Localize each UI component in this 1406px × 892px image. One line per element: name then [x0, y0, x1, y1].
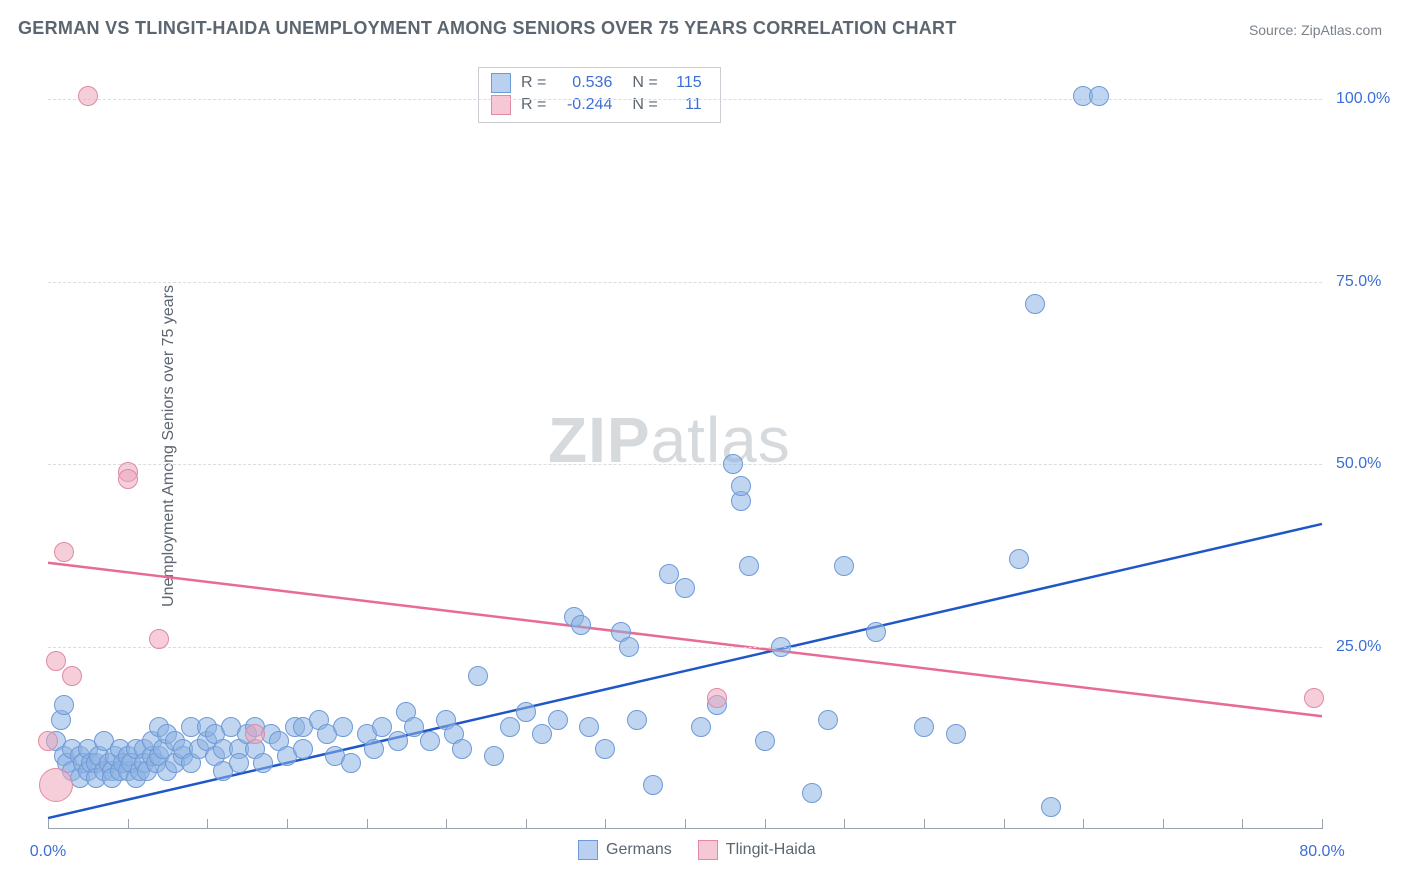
- data-point: [579, 717, 599, 737]
- x-tick-mark: [367, 819, 368, 829]
- trend-lines-layer: [48, 63, 1322, 829]
- legend-item: Tlingit-Haida: [698, 840, 816, 860]
- data-point: [1009, 549, 1029, 569]
- x-tick-mark: [605, 819, 606, 829]
- x-tick-mark: [765, 819, 766, 829]
- x-tick-mark: [1242, 819, 1243, 829]
- data-point: [571, 615, 591, 635]
- data-point: [1304, 688, 1324, 708]
- data-point: [293, 739, 313, 759]
- x-tick-mark: [287, 819, 288, 829]
- data-point: [627, 710, 647, 730]
- gridline: [48, 99, 1322, 100]
- x-tick-mark: [48, 819, 49, 829]
- trend-line: [48, 524, 1322, 818]
- x-tick-mark: [1004, 819, 1005, 829]
- data-point: [229, 753, 249, 773]
- data-point: [1089, 86, 1109, 106]
- data-point: [38, 731, 58, 751]
- page-title: GERMAN VS TLINGIT-HAIDA UNEMPLOYMENT AMO…: [18, 18, 957, 39]
- legend-swatch: [698, 840, 718, 860]
- data-point: [341, 753, 361, 773]
- data-point: [78, 86, 98, 106]
- data-point: [404, 717, 424, 737]
- legend-label: Tlingit-Haida: [726, 841, 816, 859]
- data-point: [532, 724, 552, 744]
- data-point: [484, 746, 504, 766]
- data-point: [731, 476, 751, 496]
- data-point: [62, 666, 82, 686]
- y-tick-label: 75.0%: [1336, 273, 1381, 291]
- data-point: [946, 724, 966, 744]
- data-point: [818, 710, 838, 730]
- data-point: [452, 739, 472, 759]
- data-point: [707, 688, 727, 708]
- y-tick-label: 50.0%: [1336, 455, 1381, 473]
- data-point: [595, 739, 615, 759]
- data-point: [659, 564, 679, 584]
- data-point: [388, 731, 408, 751]
- data-point: [755, 731, 775, 751]
- data-point: [468, 666, 488, 686]
- legend-item: Germans: [578, 840, 672, 860]
- y-tick-label: 25.0%: [1336, 638, 1381, 656]
- data-point: [54, 695, 74, 715]
- data-point: [548, 710, 568, 730]
- x-tick-mark: [207, 819, 208, 829]
- x-tick-mark: [128, 819, 129, 829]
- x-tick-mark: [924, 819, 925, 829]
- data-point-large: [39, 768, 73, 802]
- data-point: [364, 739, 384, 759]
- y-tick-label: 100.0%: [1336, 90, 1390, 108]
- data-point: [333, 717, 353, 737]
- gridline: [48, 464, 1322, 465]
- data-point: [54, 542, 74, 562]
- data-point: [1025, 294, 1045, 314]
- data-point: [834, 556, 854, 576]
- data-point: [643, 775, 663, 795]
- data-point: [253, 753, 273, 773]
- data-point: [516, 702, 536, 722]
- x-tick-label: 80.0%: [1299, 843, 1344, 861]
- data-point: [771, 637, 791, 657]
- data-point: [619, 637, 639, 657]
- gridline: [48, 647, 1322, 648]
- data-point: [739, 556, 759, 576]
- data-point: [723, 454, 743, 474]
- legend-swatch: [578, 840, 598, 860]
- data-point: [500, 717, 520, 737]
- series-legend: Germans Tlingit-Haida: [578, 840, 816, 860]
- data-point: [1041, 797, 1061, 817]
- data-point: [372, 717, 392, 737]
- data-point: [675, 578, 695, 598]
- data-point: [802, 783, 822, 803]
- data-point: [914, 717, 934, 737]
- x-tick-mark: [685, 819, 686, 829]
- data-point: [866, 622, 886, 642]
- data-point: [420, 731, 440, 751]
- data-point: [118, 469, 138, 489]
- x-tick-mark: [844, 819, 845, 829]
- data-point: [149, 629, 169, 649]
- source-attribution: Source: ZipAtlas.com: [1249, 22, 1382, 38]
- x-tick-mark: [526, 819, 527, 829]
- gridline: [48, 282, 1322, 283]
- scatter-plot: ZIPatlas R =0.536N =115R =-0.244N =11 25…: [48, 62, 1322, 829]
- x-tick-mark: [1322, 819, 1323, 829]
- x-tick-mark: [446, 819, 447, 829]
- legend-label: Germans: [606, 841, 672, 859]
- data-point: [46, 651, 66, 671]
- x-tick-mark: [1163, 819, 1164, 829]
- data-point: [245, 724, 265, 744]
- x-tick-mark: [1083, 819, 1084, 829]
- x-tick-label: 0.0%: [30, 843, 66, 861]
- data-point: [691, 717, 711, 737]
